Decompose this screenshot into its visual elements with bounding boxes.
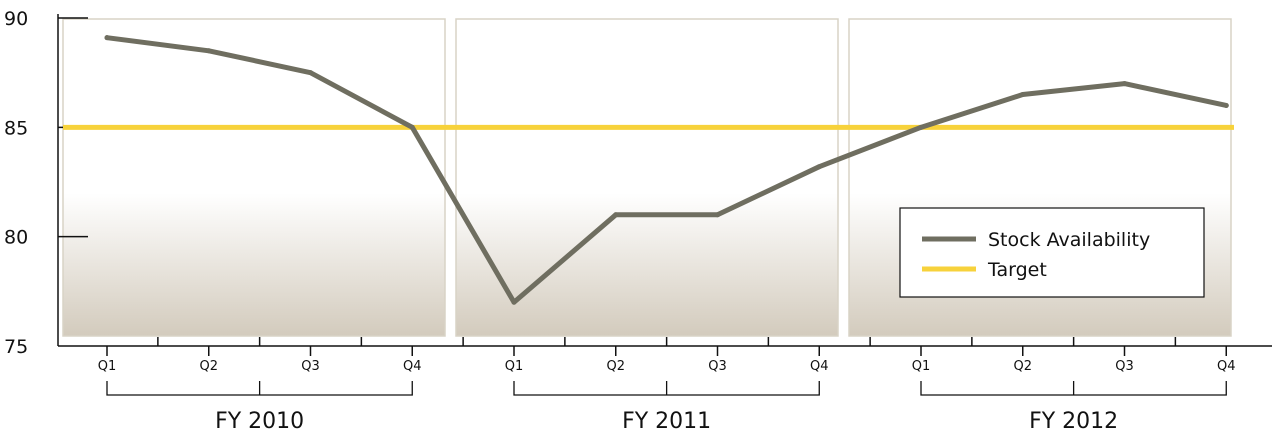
group-label: FY 2011 [622, 409, 711, 433]
data-point-stock-availability [1020, 92, 1026, 98]
data-point-stock-availability [206, 48, 212, 54]
legend-label: Stock Availability [988, 229, 1150, 251]
x-tick-label: Q2 [606, 359, 625, 374]
y-tick-label: 85 [4, 117, 28, 139]
legend-label: Target [987, 259, 1047, 281]
x-tick-label: Q3 [708, 359, 727, 374]
y-tick-label: 90 [4, 8, 28, 30]
year-panel-2 [455, 18, 839, 337]
year-panel-1 [62, 18, 446, 337]
data-point-stock-availability [715, 212, 720, 218]
legend-box [899, 207, 1205, 298]
data-point-stock-availability [308, 70, 313, 76]
y-tick-label: 75 [4, 336, 28, 358]
axes: 75 80 85 90 Q1 Q2 Q3 Q4 Q1 Q2 Q3 Q4 Q1 Q2 Q3 Q4 FY 2010 F… [4, 8, 1272, 433]
group-label: FY 2012 [1029, 409, 1118, 433]
year-panels [62, 18, 1232, 337]
x-tick-label: Q4 [403, 359, 422, 374]
data-point-stock-availability [613, 212, 619, 218]
data-point-stock-availability [104, 35, 110, 41]
y-tick-label: 80 [4, 227, 28, 249]
x-tick-label: Q3 [1115, 359, 1134, 374]
x-tick-label: Q1 [505, 359, 524, 374]
group-label: FY 2010 [215, 409, 304, 433]
x-tick-label: Q2 [1013, 359, 1032, 374]
x-tick-label: Q1 [912, 359, 931, 374]
data-point-stock-availability [918, 124, 924, 130]
x-tick-label: Q3 [301, 359, 320, 374]
data-point-stock-availability [1223, 102, 1229, 108]
data-point-stock-availability [816, 164, 822, 170]
data-point-stock-availability [1122, 81, 1127, 87]
x-tick-label: Q4 [810, 359, 829, 374]
data-point-stock-availability [409, 124, 415, 130]
data-point-stock-availability [511, 299, 517, 305]
series-lines [63, 35, 1234, 305]
x-tick-label: Q4 [1217, 359, 1236, 374]
series-line-stock-availability [104, 35, 1229, 305]
x-tick-label: Q1 [98, 359, 117, 374]
x-tick-label: Q2 [199, 359, 218, 374]
legend: Stock Availability Target [899, 207, 1205, 298]
